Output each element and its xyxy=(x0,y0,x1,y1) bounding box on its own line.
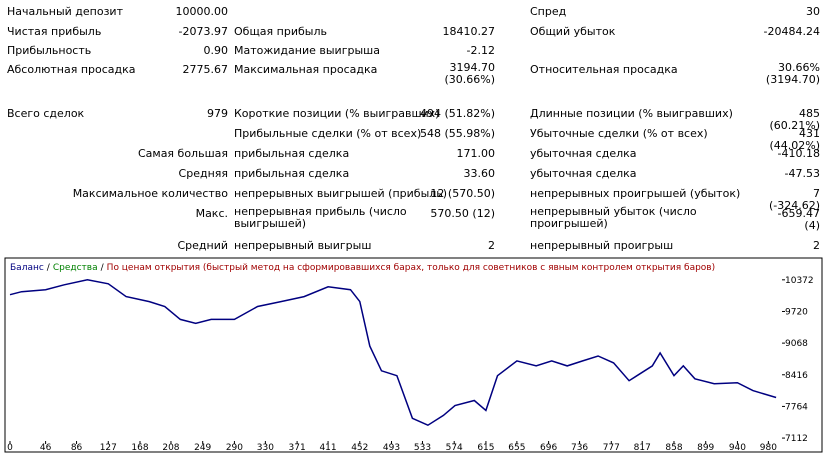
x-tick-label: 46 xyxy=(40,443,52,453)
stat-value: -410.18 xyxy=(777,147,820,160)
x-tick-label: 736 xyxy=(571,443,588,453)
x-tick-label: 86 xyxy=(71,443,83,453)
stat-label: Максимальная просадка xyxy=(234,63,378,76)
stat-value: 979 xyxy=(207,107,228,120)
legend-entry: По ценам открытия (быстрый метод на сфор… xyxy=(107,263,715,273)
stat-value: Средняя xyxy=(178,167,228,180)
legend-separator: / xyxy=(101,263,105,273)
stat-label: непрерывный выигрыш xyxy=(234,239,372,252)
stat-value: 485 (60.21%) xyxy=(769,107,820,132)
y-tick-label: 10372 xyxy=(785,276,814,286)
stat-value: 7 (-324.62) xyxy=(768,187,820,212)
y-tick-label: 9068 xyxy=(785,339,808,349)
stat-value: 2775.67 xyxy=(182,63,229,76)
stat-value: -2.12 xyxy=(466,44,495,57)
stat-label: Чистая прибыль xyxy=(7,25,102,38)
stat-label: непрерывных проигрышей (убыток) xyxy=(530,187,741,200)
stat-label: Общая прибыль xyxy=(234,25,327,38)
stat-label: Прибыльные сделки (% от всех) xyxy=(234,127,422,140)
x-tick-label: 411 xyxy=(319,443,336,453)
stat-label: Общий убыток xyxy=(530,25,616,38)
stat-value: Средний xyxy=(177,239,228,252)
x-tick-label: 533 xyxy=(414,443,431,453)
x-tick-label: 371 xyxy=(289,443,306,453)
stat-label: Начальный депозит xyxy=(7,5,123,18)
stat-value: 494 (51.82%) xyxy=(419,107,495,120)
stat-value: -2073.97 xyxy=(178,25,228,38)
stat-value: 548 (55.98%) xyxy=(419,127,495,140)
stat-value: 570.50 (12) xyxy=(430,207,495,220)
x-tick-label: 940 xyxy=(729,443,746,453)
stat-value: 0.90 xyxy=(203,44,229,57)
stat-value: -47.53 xyxy=(784,167,820,180)
stat-value: 18410.27 xyxy=(442,25,496,38)
x-tick-label: 493 xyxy=(383,443,400,453)
stat-label: Длинные позиции (% выигравших) xyxy=(530,107,733,120)
x-tick-label: 655 xyxy=(508,443,525,453)
stat-value: Самая большая xyxy=(137,147,228,160)
x-tick-label: 249 xyxy=(194,443,211,453)
stat-label: непрерывный проигрыш xyxy=(530,239,674,252)
x-tick-label: 208 xyxy=(162,443,179,453)
stat-value: 2 xyxy=(488,239,495,252)
x-tick-label: 817 xyxy=(634,443,651,453)
stat-label: Абсолютная просадка xyxy=(7,63,136,76)
stat-label: Относительная просадка xyxy=(530,63,678,76)
x-tick-label: 980 xyxy=(760,443,777,453)
stat-value: 12 (570.50) xyxy=(430,187,495,200)
stat-value: 10000.00 xyxy=(175,5,229,18)
y-tick-label: 7764 xyxy=(785,402,808,412)
x-tick-label: 290 xyxy=(226,443,243,453)
stat-label: Короткие позиции (% выигравших) xyxy=(234,107,440,120)
stat-value: 30.66% (3194.70) xyxy=(765,61,820,86)
stat-label: прибыльная сделка xyxy=(234,167,350,180)
stat-value: Максимальное количество xyxy=(72,187,228,200)
stat-value: 30 xyxy=(806,5,820,18)
stat-value: 33.60 xyxy=(463,167,496,180)
x-tick-label: 777 xyxy=(603,443,620,453)
x-tick-label: 168 xyxy=(131,443,148,453)
legend-entry: Средства xyxy=(53,263,98,273)
x-tick-label: 574 xyxy=(446,443,463,453)
x-tick-label: 858 xyxy=(665,443,682,453)
stat-label: убыточная сделка xyxy=(530,167,637,180)
stat-label: Матожидание выигрыша xyxy=(234,44,380,57)
stat-label: непрерывная прибыль (число выигрышей) xyxy=(234,205,407,230)
stat-value: Макс. xyxy=(195,207,228,220)
legend-entry: Баланс xyxy=(10,263,44,273)
balance-line xyxy=(9,279,777,427)
x-tick-label: 615 xyxy=(477,443,494,453)
stat-label: убыточная сделка xyxy=(530,147,637,160)
stat-value: 431 (44.02%) xyxy=(769,127,820,152)
x-tick-label: 899 xyxy=(697,443,714,453)
stat-label: непрерывный убыток (число проигрышей) xyxy=(530,205,697,230)
stat-value: 3194.70 (30.66%) xyxy=(444,61,495,86)
stat-value: -20484.24 xyxy=(763,25,820,38)
stat-label: Спред xyxy=(530,5,567,18)
stat-label: прибыльная сделка xyxy=(234,147,350,160)
x-tick-label: 0 xyxy=(7,443,13,453)
chart-frame xyxy=(4,257,823,453)
stat-label: Убыточные сделки (% от всех) xyxy=(530,127,708,140)
x-tick-label: 696 xyxy=(540,443,557,453)
x-tick-label: 330 xyxy=(257,443,274,453)
y-tick-label: 9720 xyxy=(785,307,808,317)
stat-label: непрерывных выигрышей (прибыль) xyxy=(234,187,448,200)
legend: Баланс / Средства / По ценам открытия (быстр… xyxy=(10,263,715,273)
x-tick-label: 452 xyxy=(351,443,368,453)
stat-label: Всего сделок xyxy=(7,107,85,120)
y-tick-label: 7112 xyxy=(785,434,808,444)
stat-value: 171.00 xyxy=(456,147,496,160)
stat-value: 2 xyxy=(813,239,820,252)
stat-value: -659.47 (4) xyxy=(777,207,820,232)
legend-separator: / xyxy=(47,263,51,273)
y-tick-label: 8416 xyxy=(785,371,808,381)
stat-label: Прибыльность xyxy=(7,44,92,57)
x-tick-label: 127 xyxy=(100,443,117,453)
